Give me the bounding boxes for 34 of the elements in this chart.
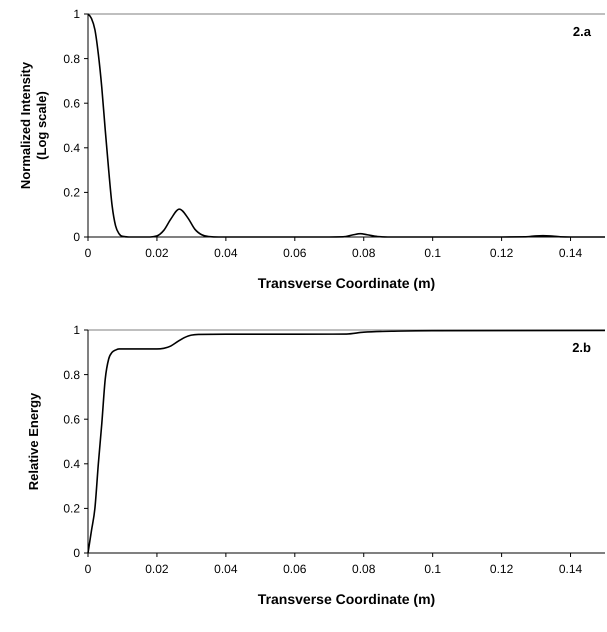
annotation: 2.a bbox=[572, 24, 592, 39]
y-axis-title: Relative Energy bbox=[26, 392, 41, 490]
y-tick-label: 0.4 bbox=[63, 141, 80, 155]
x-tick-label: 0.06 bbox=[283, 246, 307, 260]
x-tick-label: 0.08 bbox=[352, 246, 376, 260]
x-tick-label: 0.02 bbox=[145, 246, 169, 260]
x-axis-title: Transverse Coordinate (m) bbox=[258, 591, 436, 607]
x-tick-label: 0.06 bbox=[283, 562, 307, 576]
x-tick-label: 0.14 bbox=[558, 246, 583, 260]
x-axis-title: Transverse Coordinate (m) bbox=[258, 275, 436, 291]
y-tick-label: 0.6 bbox=[63, 412, 80, 426]
x-tick-label: 0 bbox=[84, 562, 92, 576]
x-tick-label: 0.1 bbox=[424, 562, 442, 576]
y-tick-label: 0.8 bbox=[63, 368, 80, 382]
y-axis-title: Normalized Intensity (Log scale) bbox=[18, 61, 49, 190]
x-tick-label: 0 bbox=[84, 246, 92, 260]
y-tick-label: 0 bbox=[73, 546, 80, 560]
x-tick-label: 0.14 bbox=[558, 562, 583, 576]
annotation: 2.b bbox=[572, 340, 592, 355]
y-tick-label: 0.2 bbox=[63, 502, 80, 516]
x-tick-label: 0.08 bbox=[352, 562, 376, 576]
y-tick-label: 0.4 bbox=[63, 457, 80, 471]
x-tick-label: 0.12 bbox=[490, 562, 514, 576]
x-tick-label: 0.04 bbox=[214, 562, 238, 576]
y-tick-label: 1 bbox=[73, 323, 80, 338]
y-tick-label: 0.8 bbox=[63, 52, 80, 66]
y-tick-label: 0.6 bbox=[63, 96, 80, 110]
y-tick-label: 0.2 bbox=[63, 186, 80, 200]
x-tick-label: 0.12 bbox=[490, 246, 514, 260]
y-tick-label: 1 bbox=[73, 7, 80, 22]
x-tick-label: 0.04 bbox=[214, 246, 238, 260]
y-tick-label: 0 bbox=[73, 230, 80, 244]
x-tick-label: 0.02 bbox=[145, 562, 169, 576]
x-tick-label: 0.1 bbox=[424, 246, 442, 260]
